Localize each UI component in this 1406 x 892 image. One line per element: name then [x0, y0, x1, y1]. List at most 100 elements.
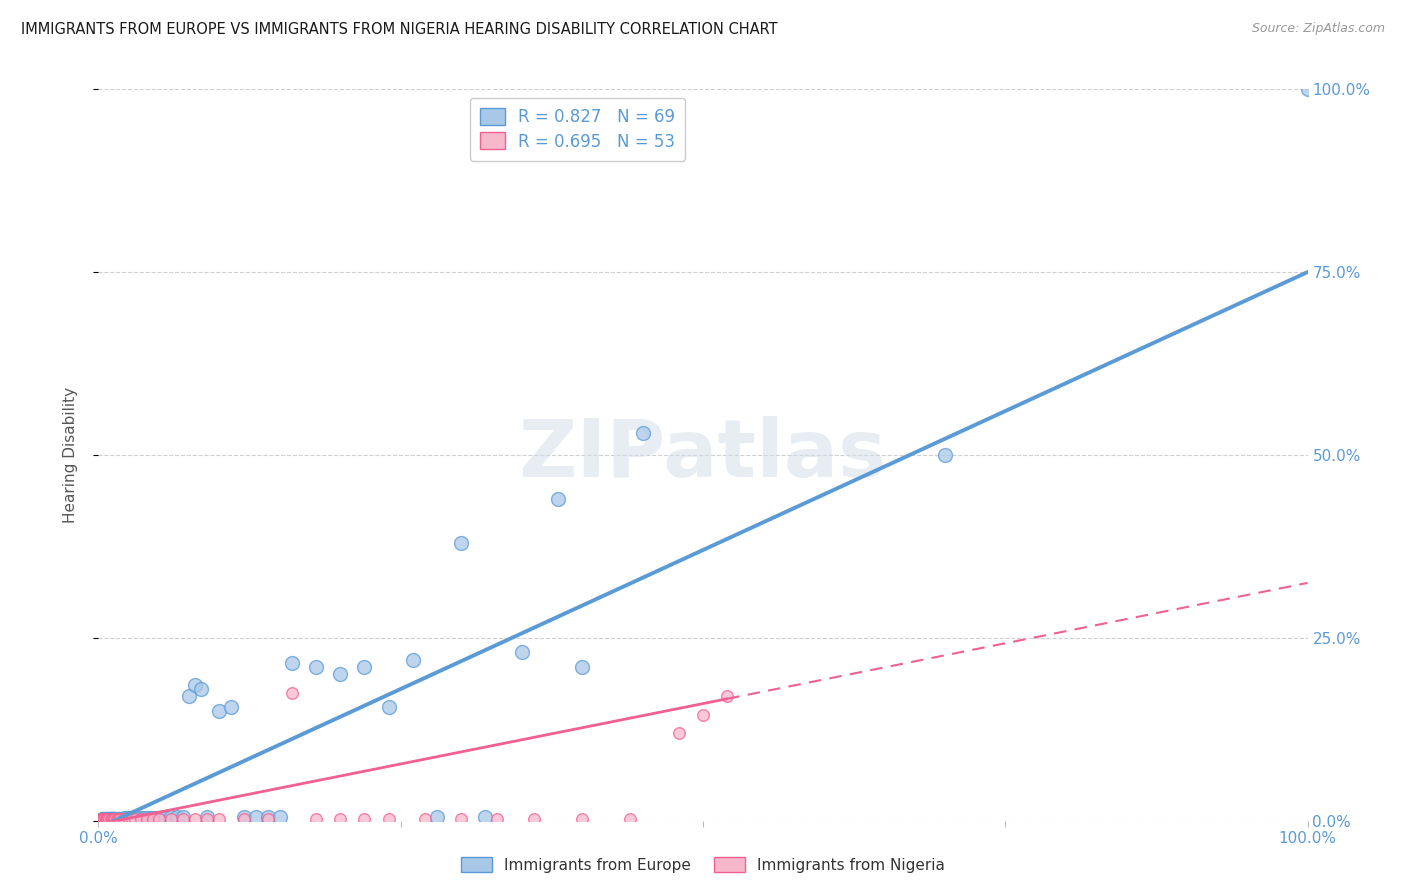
Point	[148, 812, 170, 826]
Point	[184, 812, 207, 826]
Point	[103, 812, 125, 826]
Point	[107, 812, 129, 826]
Point	[281, 657, 304, 671]
Point	[329, 667, 352, 681]
Point	[107, 812, 129, 826]
Point	[91, 812, 114, 826]
Point	[142, 811, 165, 825]
Point	[129, 811, 152, 825]
Point	[571, 660, 593, 674]
Point	[142, 812, 165, 826]
Point	[100, 812, 122, 826]
Point	[172, 810, 194, 824]
Point	[160, 812, 183, 826]
Point	[510, 645, 533, 659]
Point	[129, 812, 152, 826]
Point	[98, 812, 121, 826]
Point	[619, 812, 641, 826]
Point	[256, 812, 278, 826]
Point	[111, 812, 134, 826]
Point	[329, 812, 352, 826]
Point	[195, 812, 218, 826]
Point	[124, 812, 146, 826]
Point	[114, 812, 136, 826]
Point	[118, 812, 141, 826]
Point	[103, 812, 125, 826]
Point	[101, 812, 124, 826]
Point	[153, 811, 176, 825]
Point	[118, 812, 141, 826]
Point	[571, 812, 593, 826]
Point	[160, 810, 183, 824]
Point	[631, 425, 654, 440]
Point	[547, 491, 569, 506]
Point	[121, 812, 143, 826]
Y-axis label: Hearing Disability: Hearing Disability	[63, 387, 77, 523]
Point	[94, 812, 117, 826]
Point	[134, 811, 156, 825]
Point	[91, 812, 114, 826]
Point	[97, 812, 120, 826]
Point	[100, 812, 122, 826]
Point	[100, 812, 122, 826]
Point	[120, 812, 142, 826]
Point	[104, 812, 127, 826]
Point	[450, 812, 472, 826]
Point	[305, 812, 328, 826]
Point	[98, 812, 121, 826]
Point	[101, 812, 124, 826]
Point	[100, 812, 122, 826]
Point	[281, 686, 304, 700]
Point	[377, 812, 399, 826]
Point	[523, 812, 546, 826]
Point	[114, 812, 136, 826]
Point	[135, 811, 157, 825]
Point	[127, 811, 149, 825]
Point	[474, 810, 496, 824]
Point	[221, 700, 243, 714]
Point	[96, 812, 118, 826]
Point	[97, 812, 120, 826]
Point	[190, 681, 212, 696]
Point	[124, 812, 146, 826]
Point	[108, 812, 131, 826]
Point	[450, 535, 472, 549]
Point	[111, 812, 134, 826]
Point	[413, 812, 436, 826]
Point	[94, 812, 117, 826]
Point	[97, 812, 120, 826]
Point	[245, 810, 267, 824]
Point	[91, 812, 114, 826]
Point	[148, 811, 170, 825]
Point	[256, 810, 278, 824]
Point	[90, 812, 112, 826]
Point	[93, 812, 115, 826]
Text: IMMIGRANTS FROM EUROPE VS IMMIGRANTS FROM NIGERIA HEARING DISABILITY CORRELATION: IMMIGRANTS FROM EUROPE VS IMMIGRANTS FRO…	[21, 22, 778, 37]
Point	[91, 812, 114, 826]
Point	[232, 810, 254, 824]
Legend: Immigrants from Europe, Immigrants from Nigeria: Immigrants from Europe, Immigrants from …	[456, 851, 950, 879]
Point	[103, 812, 125, 826]
Point	[208, 704, 231, 718]
Point	[105, 812, 128, 826]
Text: Source: ZipAtlas.com: Source: ZipAtlas.com	[1251, 22, 1385, 36]
Point	[96, 812, 118, 826]
Point	[692, 707, 714, 722]
Point	[208, 812, 231, 826]
Point	[94, 812, 117, 826]
Point	[101, 812, 124, 826]
Point	[486, 812, 509, 826]
Point	[934, 448, 956, 462]
Point	[105, 812, 128, 826]
Point	[98, 812, 121, 826]
Point	[115, 812, 138, 826]
Point	[112, 812, 135, 826]
Point	[166, 810, 188, 824]
Point	[121, 812, 143, 826]
Point	[426, 810, 449, 824]
Point	[91, 812, 114, 826]
Point	[93, 812, 115, 826]
Point	[716, 690, 738, 704]
Point	[93, 812, 115, 826]
Point	[353, 660, 375, 674]
